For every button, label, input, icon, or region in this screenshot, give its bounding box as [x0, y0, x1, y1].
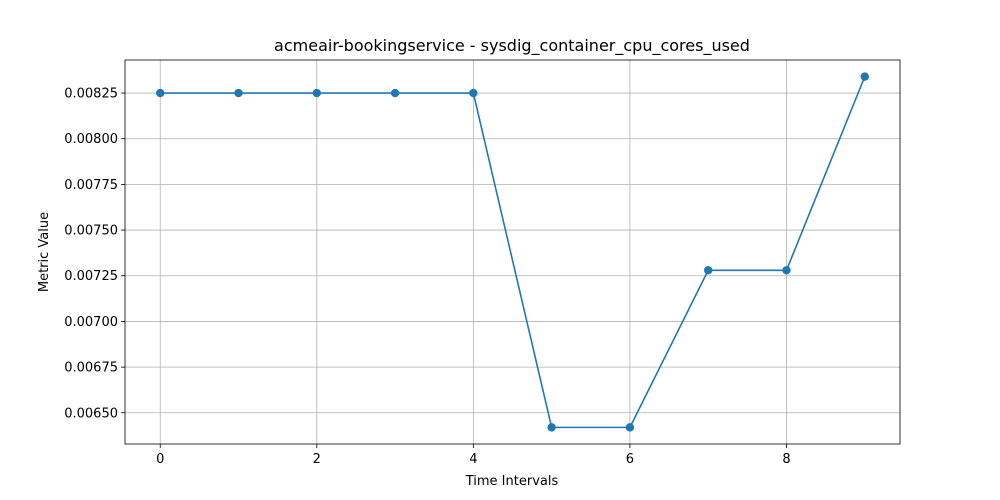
series-layer	[156, 72, 869, 432]
data-point	[860, 72, 869, 81]
x-tick-label: 4	[469, 452, 477, 467]
data-point	[782, 266, 791, 275]
grid-layer	[125, 60, 900, 444]
chart-title: acmeair-bookingservice - sysdig_containe…	[274, 36, 750, 56]
data-point	[312, 88, 321, 98]
y-tick-label: 0.00800	[64, 132, 118, 147]
y-tick-label: 0.00650	[64, 406, 118, 421]
data-point	[234, 88, 243, 98]
y-tick-label: 0.00825	[64, 87, 118, 102]
y-tick-label: 0.00775	[64, 178, 118, 193]
y-axis-label: Metric Value	[37, 212, 52, 292]
data-point	[156, 88, 165, 98]
data-point	[704, 266, 713, 275]
y-tick-label: 0.00700	[64, 315, 118, 330]
y-axis-ticks: 0.00650 0.00675 0.00700 0.00725 0.00750 0.007…	[64, 87, 125, 421]
data-point	[390, 88, 400, 98]
y-tick-label: 0.00725	[64, 269, 118, 284]
series-line	[160, 76, 866, 429]
x-tick-label: 8	[782, 452, 790, 467]
y-tick-label: 0.00750	[64, 224, 118, 239]
x-axis-label: Time Intervals	[465, 474, 559, 489]
plot-frame	[124, 59, 901, 445]
y-tick-label: 0.00675	[64, 361, 118, 376]
data-point	[547, 423, 556, 432]
x-tick-label: 2	[313, 452, 321, 467]
data-point	[625, 423, 635, 432]
x-axis-ticks: 0 2 4 6 8	[156, 444, 791, 467]
x-tick-label: 6	[626, 452, 634, 467]
x-tick-label: 0	[156, 452, 164, 467]
data-point	[469, 88, 478, 98]
